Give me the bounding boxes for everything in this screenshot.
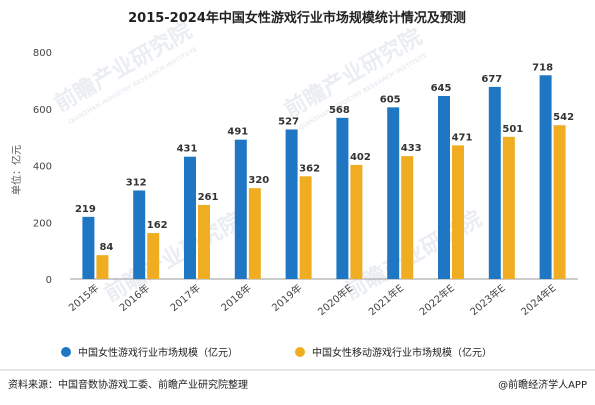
y-tick-label: 0	[46, 275, 52, 286]
watermark-text-2: 前瞻产业研究院	[280, 24, 426, 124]
bar-series-1	[438, 95, 450, 279]
legend-label-series-2: 中国女性移动游戏行业市场规模（亿元）	[312, 346, 492, 359]
y-axis-label: 单位：亿元	[10, 145, 23, 195]
bar-series-1	[285, 129, 298, 279]
value-label-series-1: 568	[329, 105, 350, 116]
y-tick-label: 200	[33, 218, 52, 229]
bar-series-2	[299, 176, 312, 279]
x-tick-label: 2022年E	[417, 281, 457, 318]
y-tick-label: 800	[33, 48, 52, 59]
value-label-series-1: 491	[227, 127, 248, 138]
y-tick-label: 400	[33, 162, 52, 173]
value-label-series-1: 718	[532, 62, 553, 73]
x-tick-label: 2017年	[167, 281, 203, 314]
value-label-series-1: 527	[278, 116, 299, 127]
value-label-series-2: 261	[198, 192, 219, 203]
bar-series-2	[198, 204, 210, 279]
x-tick-label: 2019年	[269, 281, 305, 314]
value-label-series-1: 219	[75, 204, 96, 215]
watermark-group: 前瞻产业研究院 QIANZHAN INDUSTRY RESEARCH INSTI…	[50, 18, 486, 308]
value-label-series-2: 362	[299, 163, 320, 174]
bar-series-2	[350, 164, 363, 279]
source-note: 资料来源：中国音数协游戏工委、前瞻产业研究院整理	[8, 378, 248, 391]
legend-label-series-1: 中国女性游戏行业市场规模（亿元）	[78, 346, 238, 359]
value-label-series-2: 433	[401, 143, 422, 154]
bars	[82, 75, 566, 280]
x-tick-label: 2024年E	[518, 281, 558, 318]
bar-series-1	[488, 86, 501, 280]
legend: 中国女性游戏行业市场规模（亿元） 中国女性移动游戏行业市场规模（亿元）	[61, 346, 492, 359]
bar-series-2	[248, 188, 261, 279]
value-labels: 219 84 312 162 431 261 491 320 527 362 568 402 605 43…	[75, 62, 574, 253]
bar-series-2	[96, 255, 109, 279]
bar-series-1	[184, 156, 196, 279]
x-tick-label: 2015年	[66, 281, 102, 314]
bar-series-1	[82, 216, 95, 279]
bar-series-2	[502, 136, 515, 279]
x-tick-labels: 2015年 2016年 2017年 2018年 2019年 2020年E 2021年E 202…	[66, 281, 559, 318]
value-label-series-1: 645	[431, 83, 452, 94]
x-tick-label: 2018年	[218, 281, 254, 314]
x-tick-label: 2023年E	[467, 281, 507, 318]
watermark-text-1: 前瞻产业研究院	[50, 18, 196, 118]
bar-series-1	[133, 190, 146, 279]
value-label-series-1: 605	[380, 94, 401, 105]
watermark-text-3: 前瞻产业研究院	[100, 208, 246, 308]
y-tick-labels: 0 200 400 600 800	[33, 48, 52, 286]
value-label-series-2: 542	[553, 112, 574, 123]
bar-series-1	[336, 117, 349, 279]
y-tick-label: 600	[33, 105, 52, 116]
bar-series-2	[147, 233, 160, 279]
chart-title: 2015-2024年中国女性游戏行业市场规模统计情况及预测	[128, 10, 466, 26]
value-label-series-2: 84	[99, 242, 113, 253]
value-label-series-1: 677	[481, 74, 502, 85]
brand-credit: @前瞻经济学人APP	[498, 378, 587, 391]
value-label-series-1: 431	[177, 144, 198, 155]
value-label-series-2: 471	[452, 132, 473, 143]
bar-series-1	[234, 139, 247, 279]
value-label-series-2: 320	[248, 175, 269, 186]
value-label-series-1: 312	[126, 177, 147, 188]
value-label-series-2: 162	[147, 220, 168, 231]
bar-series-2	[553, 125, 566, 280]
bar-series-1	[387, 107, 400, 279]
value-label-series-2: 501	[502, 124, 523, 135]
bar-series-1	[539, 75, 552, 279]
bar-series-2	[401, 156, 414, 279]
value-label-series-2: 402	[350, 152, 371, 163]
legend-marker-series-1	[61, 347, 71, 357]
legend-marker-series-2	[295, 347, 305, 357]
bar-series-2	[452, 145, 464, 279]
